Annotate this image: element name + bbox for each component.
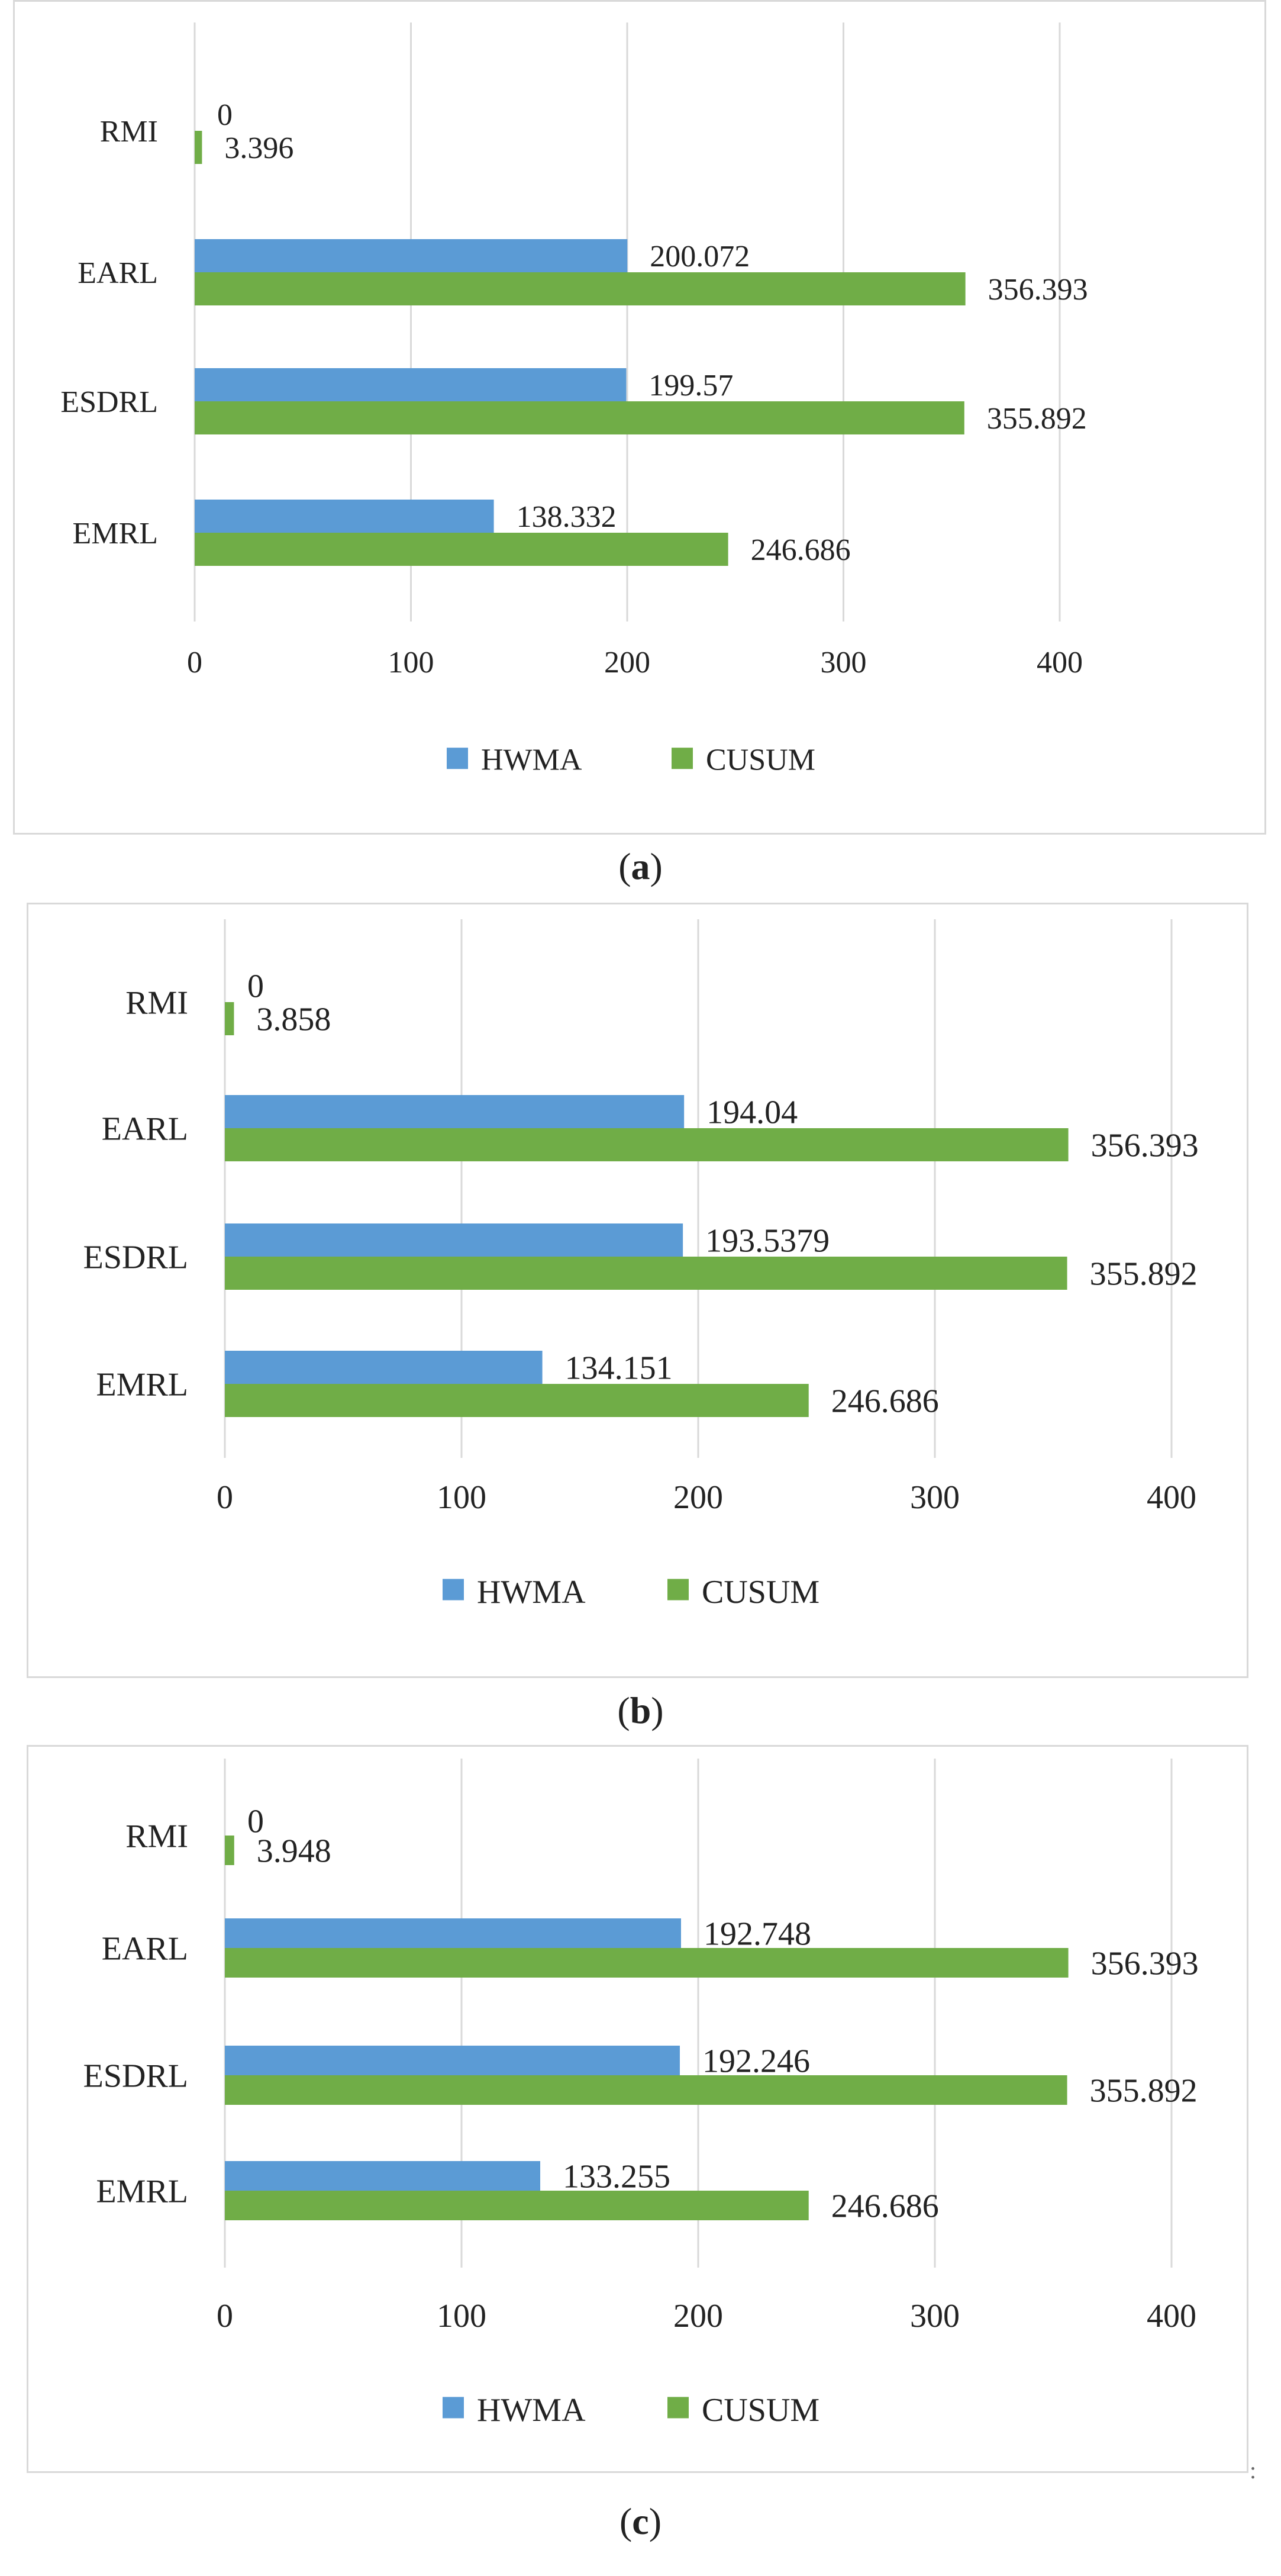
x-tick-label: 100 (388, 646, 434, 680)
legend-swatch-hwma (447, 748, 468, 769)
x-tick-label: 400 (1147, 1479, 1196, 1516)
caption-a: (a) (618, 845, 663, 887)
data-label: 356.393 (1091, 1946, 1199, 1982)
data-label: 138.332 (517, 500, 617, 534)
caption-letter: a (631, 845, 650, 887)
legend-label-hwma: HWMA (481, 743, 582, 777)
category-label: EMRL (73, 517, 158, 550)
x-tick-label: 100 (437, 1479, 486, 1516)
bar-cusum-emrl (195, 533, 728, 566)
bar-hwma-emrl (195, 500, 494, 533)
data-label: 192.246 (702, 2043, 810, 2080)
category-label: EMRL (96, 2174, 188, 2210)
stray-mark: : (1250, 2457, 1257, 2484)
x-tick-label: 400 (1037, 646, 1083, 680)
caption-c: (c) (619, 2500, 662, 2542)
bar-hwma-emrl (225, 2161, 541, 2191)
legend-swatch-hwma (443, 2397, 464, 2419)
category-label: EARL (78, 256, 158, 290)
category-label: EMRL (96, 1367, 188, 1403)
bar-cusum-earl (225, 1128, 1069, 1161)
data-label: 246.686 (831, 1383, 939, 1420)
bar-hwma-earl (225, 1918, 681, 1948)
x-tick-label: 400 (1147, 2298, 1196, 2334)
data-label: 193.5379 (705, 1223, 830, 1260)
legend-swatch-cusum (672, 748, 693, 769)
data-label: 356.393 (1091, 1128, 1199, 1164)
category-label: ESDRL (83, 1239, 188, 1276)
data-label: 133.255 (563, 2159, 670, 2195)
bar-cusum-esdrl (225, 1257, 1067, 1290)
bar-cusum-esdrl (225, 2075, 1067, 2105)
bar-cusum-emrl (225, 2191, 809, 2220)
chart-panel-b: 0 100 200 300 400 RMI 0 3.858 EARL 194.04 356.393 E… (27, 903, 1248, 1678)
bar-hwma-emrl (225, 1351, 543, 1384)
legend-label-hwma: HWMA (477, 1574, 586, 1611)
chart-panel-c: 0 100 200 300 400 RMI 0 3.948 EARL 192.748 356.393… (27, 1745, 1248, 2473)
data-label: 355.892 (1090, 1256, 1198, 1293)
data-label: 199.57 (648, 369, 733, 402)
category-label: EARL (102, 1931, 188, 1968)
bar-cusum-emrl (225, 1384, 809, 1417)
x-tick-label: 300 (821, 646, 867, 680)
category-label: ESDRL (60, 385, 158, 419)
x-tick-label: 0 (187, 646, 202, 680)
data-label: 355.892 (987, 402, 1087, 436)
caption-b: (b) (617, 1689, 664, 1731)
legend-swatch-hwma (443, 1579, 464, 1601)
x-tick-label: 300 (910, 2298, 960, 2334)
category-label: RMI (125, 985, 188, 1022)
x-tick-label: 200 (673, 1479, 723, 1516)
data-label: 0 (247, 1804, 264, 1840)
legend-swatch-cusum (667, 1579, 689, 1601)
data-label: 355.892 (1090, 2073, 1198, 2110)
bar-hwma-earl (225, 1095, 685, 1128)
data-label: 200.072 (650, 240, 750, 273)
data-label: 246.686 (831, 2188, 939, 2225)
legend-label-hwma: HWMA (477, 2392, 586, 2429)
x-tick-label: 300 (910, 1479, 960, 1516)
bar-cusum-rmi (225, 1836, 234, 1865)
legend-label-cusum: CUSUM (702, 2392, 819, 2429)
bar-hwma-esdrl (225, 2046, 680, 2075)
bar-cusum-earl (225, 1948, 1069, 1978)
x-tick-label: 100 (437, 2298, 486, 2334)
data-label: 194.04 (706, 1094, 798, 1131)
bar-hwma-esdrl (225, 1223, 683, 1257)
data-label: 3.948 (257, 1833, 331, 1870)
data-label: 246.686 (751, 533, 851, 567)
data-label: 192.748 (704, 1916, 811, 1953)
category-label: EARL (102, 1111, 188, 1148)
data-label: 3.858 (256, 1002, 331, 1038)
caption-letter: c (632, 2500, 649, 2542)
bar-cusum-rmi (195, 131, 202, 164)
x-tick-label: 200 (673, 2298, 723, 2334)
data-label: 356.393 (988, 273, 1088, 307)
data-label: 0 (217, 98, 233, 132)
bar-cusum-esdrl (195, 401, 964, 434)
caption-letter: b (630, 1689, 651, 1731)
category-label: RMI (100, 115, 158, 149)
bar-cusum-earl (195, 272, 966, 305)
category-label: RMI (125, 1818, 188, 1855)
x-tick-label: 200 (604, 646, 650, 680)
x-tick-label: 0 (217, 2298, 233, 2334)
legend-label-cusum: CUSUM (702, 1574, 819, 1611)
category-label: ESDRL (83, 2058, 188, 2095)
bar-hwma-earl (195, 239, 628, 272)
data-label: 0 (247, 968, 264, 1005)
data-label: 134.151 (565, 1350, 673, 1387)
legend-label-cusum: CUSUM (706, 743, 815, 777)
chart-panel-a: 0 100 200 300 400 RMI 0 3.396 EARL 200.072 356.393… (13, 0, 1266, 835)
legend-swatch-cusum (667, 2397, 689, 2419)
x-tick-label: 0 (217, 1479, 233, 1516)
bar-hwma-esdrl (195, 368, 627, 401)
bar-cusum-rmi (225, 1002, 234, 1035)
data-label: 3.396 (224, 131, 293, 165)
